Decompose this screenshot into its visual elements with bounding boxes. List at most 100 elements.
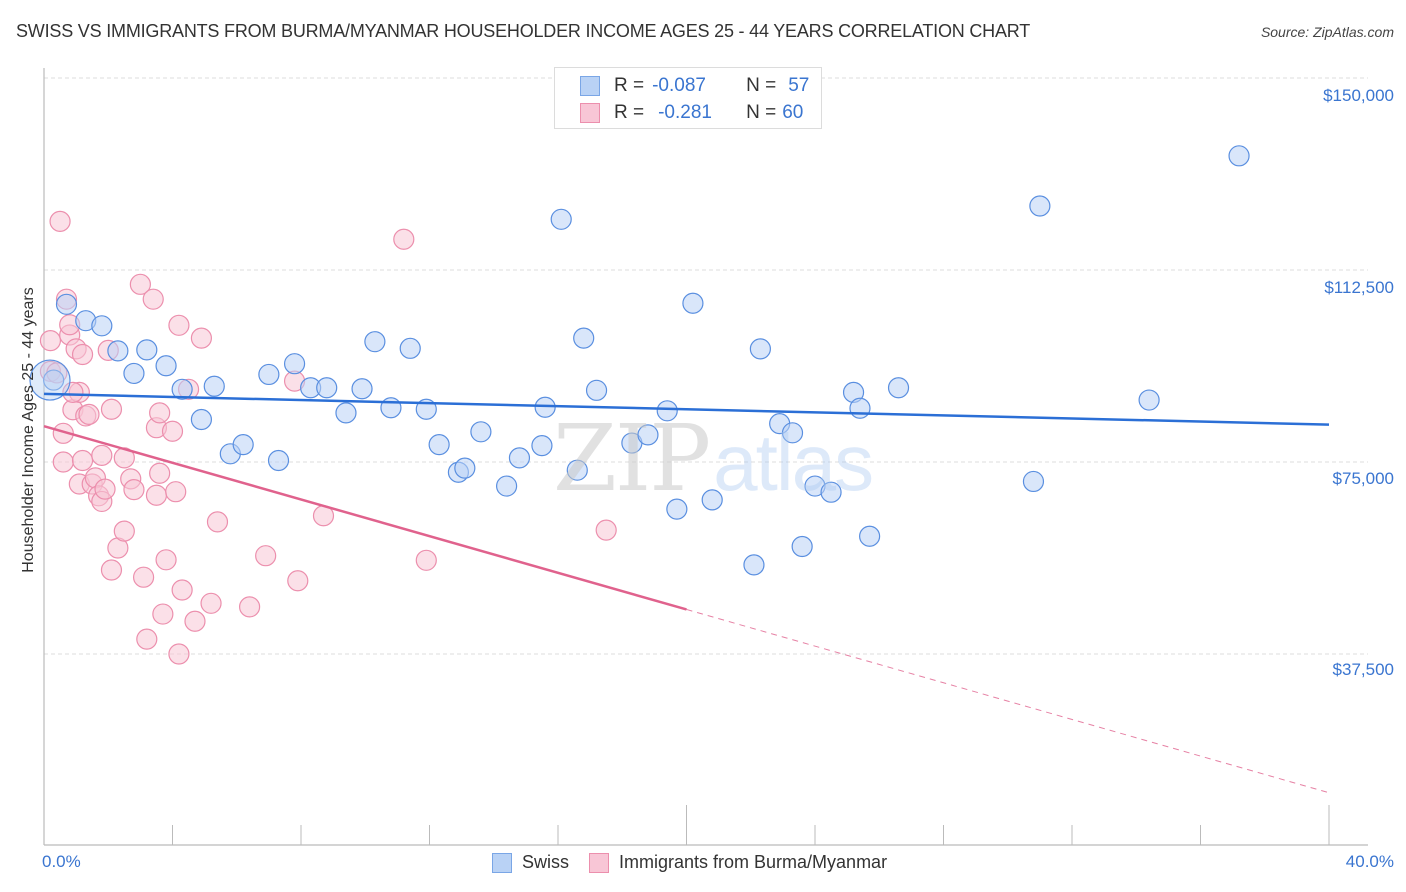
burma-swatch-icon [580,103,600,123]
swiss-data-point [454,457,476,479]
series-legend: Swiss Immigrants from Burma/Myanmar [492,852,907,873]
swiss-data-point [171,378,193,400]
swiss-data-point [749,338,771,360]
swiss-data-point [566,459,588,481]
burma-data-point [39,330,62,352]
swiss-data-point [743,554,765,576]
burma-data-point [62,381,84,403]
n-label: N = [746,75,777,96]
burma-data-point [415,549,437,571]
swiss-data-point [267,449,290,472]
burma-data-point [145,484,168,506]
x-tick-min: 0.0% [42,852,81,871]
swiss-data-point [203,375,225,397]
swiss-data-point [55,293,78,315]
swiss-data-point [656,400,678,422]
r-value-swiss: -0.087 [652,75,706,96]
swiss-data-point [43,369,65,391]
burma-data-point [287,570,309,592]
y-tick-75000: $75,000 [1332,469,1394,488]
burma-data-point [239,596,261,618]
burma-swatch-icon [589,852,610,873]
r-label: R = [614,75,645,96]
swiss-data-point [585,379,608,401]
n-value-swiss: 57 [788,75,810,96]
legend-row-burma: R = -0.281 N = 60 [580,101,803,125]
r-label: R = [614,102,645,123]
legend-label-swiss: Swiss [522,852,570,872]
swiss-data-point [682,292,704,314]
x-tick-max: 40.0% [1345,852,1394,871]
r-value-burma: -0.281 [658,102,712,123]
burma-data-point [113,520,135,542]
swiss-data-point [887,377,910,399]
burma-data-point [129,273,151,295]
burma-data-point [184,610,206,632]
swiss-data-point [1022,470,1045,493]
swiss-data-point [335,402,357,424]
burma-data-point [168,314,190,336]
y-axis-label: Householder Income Ages 25 - 44 years [20,287,37,573]
burma-data-point [206,511,229,533]
swiss-data-point [637,424,659,446]
swiss-data-point [380,397,402,419]
burma-data-point [71,343,94,366]
burma-trend-extension [686,608,1330,794]
legend-row-swiss: R = -0.087 N = 57 [580,74,809,98]
swiss-data-point [791,535,813,558]
swiss-data-point [849,397,871,419]
swiss-data-point [258,363,280,386]
swiss-trend-line [43,392,1330,426]
burma-data-point [171,579,193,601]
burma-data-point [155,549,177,571]
swiss-data-point [1228,145,1250,167]
swiss-data-point [1138,389,1160,411]
swiss-data-point [531,435,553,457]
legend-item-burma[interactable]: Immigrants from Burma/Myanmar [589,852,887,873]
swiss-data-point [316,377,338,399]
swiss-data-point [820,481,842,503]
source-label: Source: ZipAtlas.com [1260,24,1394,40]
n-value-burma: 60 [782,102,804,123]
swiss-data-point [666,498,688,520]
swiss-data-point [136,339,158,361]
swiss-data-point [573,327,595,349]
burma-data-point [91,444,113,466]
swiss-data-point [428,433,450,456]
swiss-data-point [781,422,804,444]
swiss-data-point [123,362,145,385]
swiss-swatch-icon [580,76,600,96]
swiss-data-point [399,337,421,359]
correlation-legend: R = -0.087 N = 57 R = -0.281 N = 60 [554,67,822,129]
legend-item-swiss[interactable]: Swiss [492,852,569,873]
burma-data-point [165,481,187,503]
burma-data-point [190,327,213,349]
burma-trend-line [43,424,687,611]
burma-data-point [132,566,155,588]
swiss-data-point [701,489,723,511]
swiss-data-point [859,525,881,547]
n-label: N = [746,102,777,123]
swiss-swatch-icon [492,852,512,873]
swiss-data-point [550,208,572,230]
swiss-data-point [190,408,213,431]
burma-data-point [142,288,164,310]
y-tick-112500: $112,500 [1324,278,1394,297]
burma-data-point [149,402,171,424]
legend-label-burma: Immigrants from Burma/Myanmar [619,852,888,872]
burma-data-point [595,519,617,541]
burma-data-point [49,210,71,232]
swiss-data-point [508,447,531,469]
burma-data-point [52,451,74,473]
burma-data-point [200,592,222,614]
chart-title: SWISS VS IMMIGRANTS FROM BURMA/MYANMAR H… [16,21,1031,41]
burma-data-point [149,462,171,484]
y-tick-150000: $150,000 [1323,86,1394,105]
burma-data-point [94,478,116,500]
swiss-data-point [283,353,306,375]
burma-data-point [393,228,415,250]
burma-data-point [255,545,277,567]
burma-data-point [161,420,184,442]
burma-data-point [123,479,145,501]
